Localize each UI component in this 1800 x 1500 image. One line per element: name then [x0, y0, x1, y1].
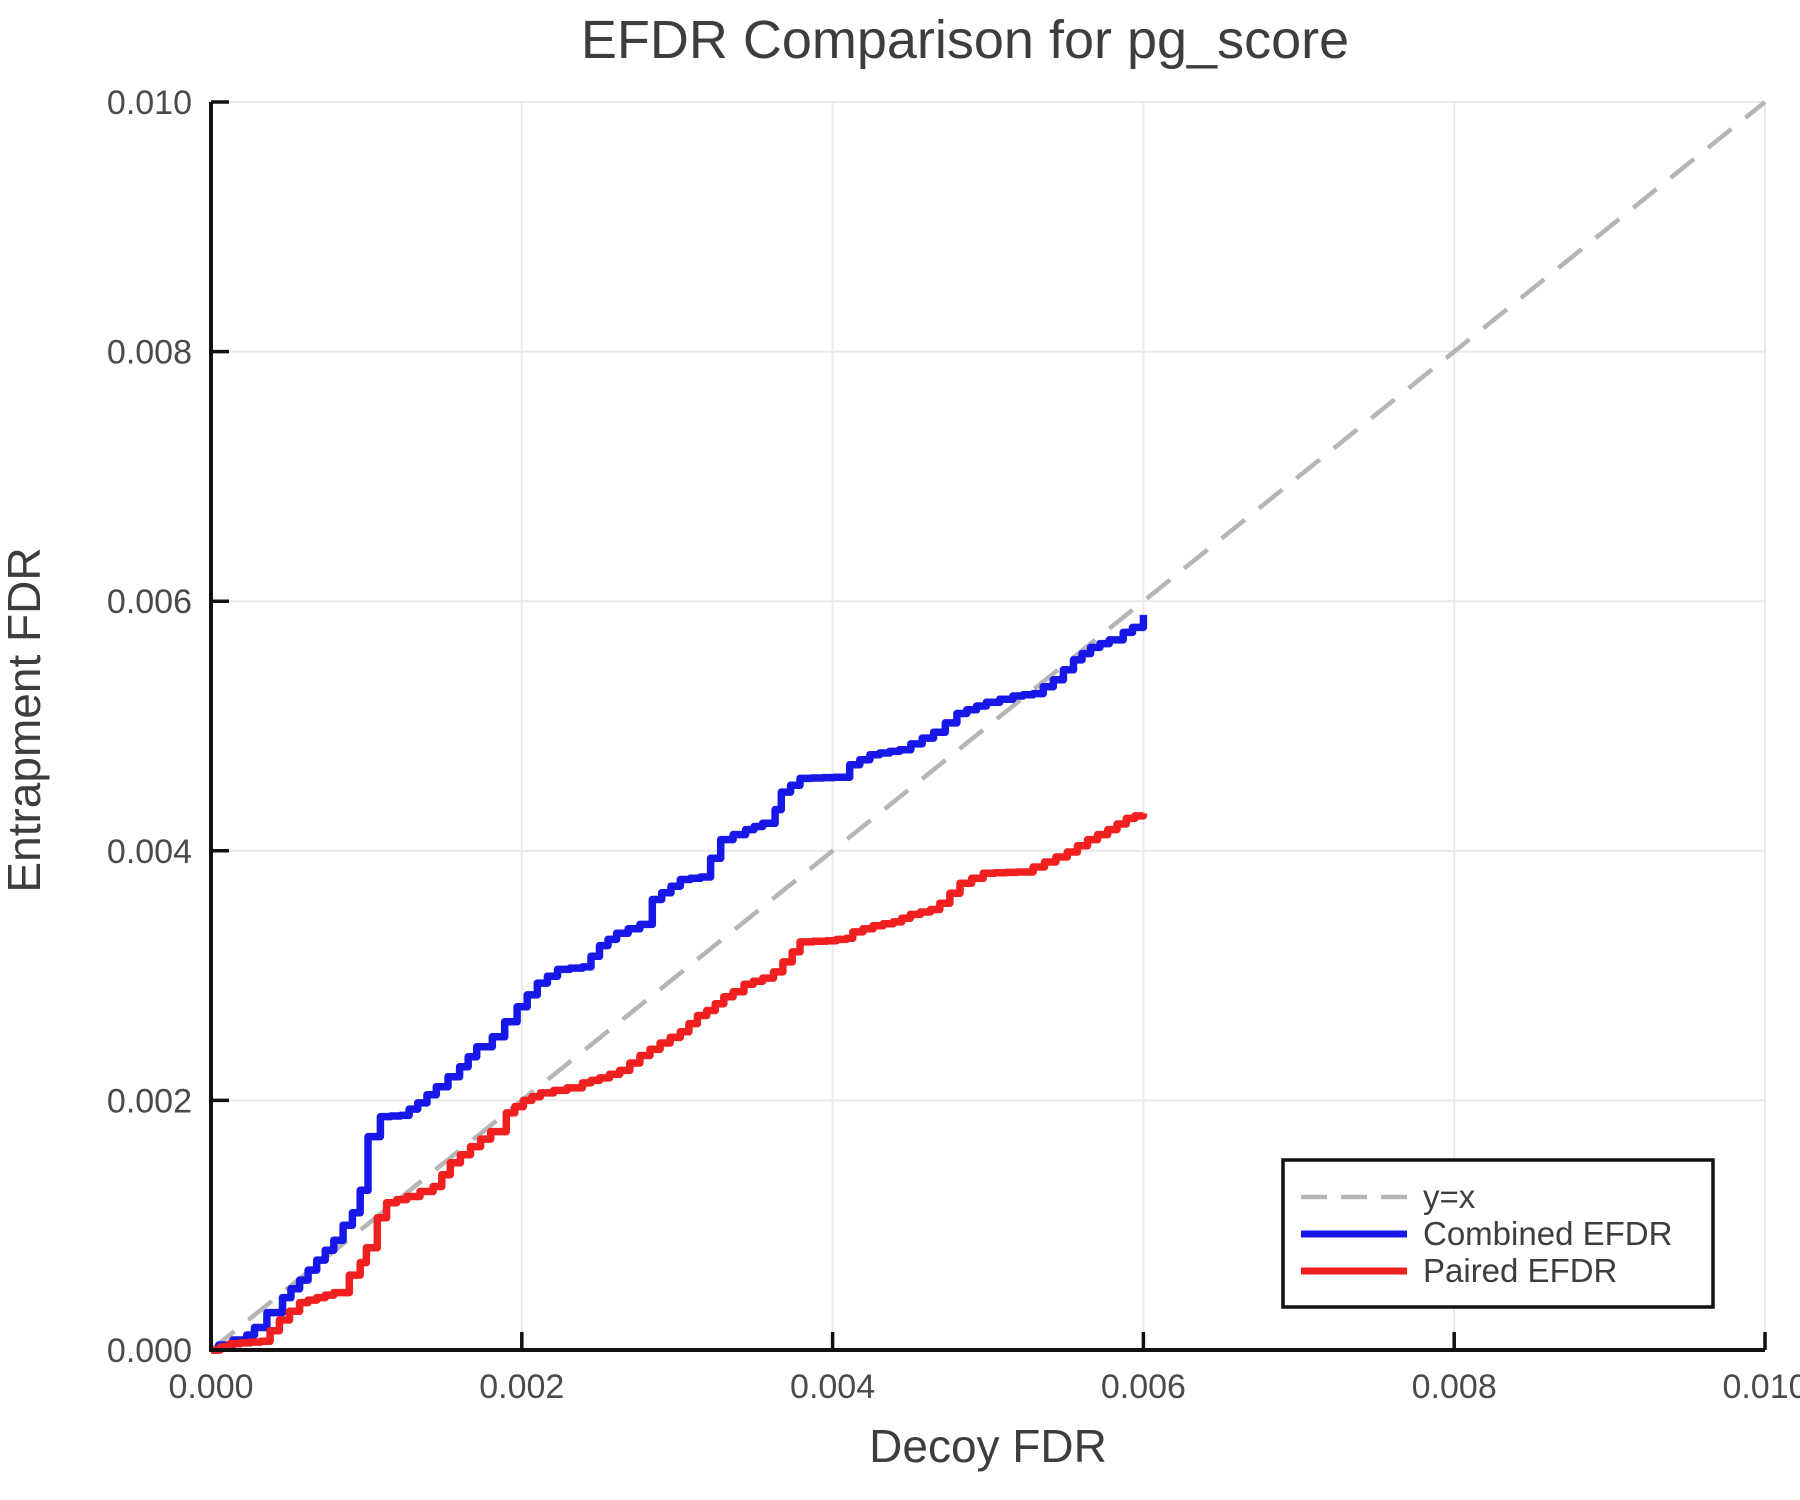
y-tick-label: 0.010 [107, 84, 192, 122]
y-tick-label: 0.008 [107, 334, 192, 372]
series-layer [209, 100, 1767, 1354]
tick-layer [209, 100, 1767, 1352]
legend-entry-combined: Combined EFDR [1301, 1215, 1672, 1252]
y-axis-label: Entrapment FDR [0, 547, 50, 892]
legend-entry-identity: y=x [1301, 1178, 1476, 1215]
x-tick-label: 0.002 [479, 1368, 564, 1406]
x-tick-label: 0.008 [1412, 1368, 1497, 1406]
legend-entry-paired: Paired EFDR [1301, 1252, 1617, 1289]
x-tick-label: 0.004 [790, 1368, 875, 1406]
legend-label-combined: Combined EFDR [1423, 1215, 1672, 1252]
y-tick-label: 0.006 [107, 583, 192, 621]
x-tick-label: 0.000 [168, 1368, 253, 1406]
y-tick-label: 0.002 [107, 1082, 192, 1120]
x-axis-label: Decoy FDR [869, 1420, 1107, 1472]
legend-label-identity: y=x [1423, 1178, 1476, 1215]
y-tick-label: 0.004 [107, 833, 192, 871]
identity-line [209, 100, 1767, 1352]
y-tick-label: 0.000 [107, 1332, 192, 1370]
grid-layer [211, 101, 1766, 1350]
combined-efdr-line [211, 614, 1148, 1354]
legend: y=x Combined EFDR Paired EFDR [1281, 1158, 1715, 1309]
x-tick-label: 0.010 [1722, 1368, 1800, 1406]
x-tick-label: 0.006 [1101, 1368, 1186, 1406]
axis-spines [209, 102, 1765, 1352]
tick-label-layer: 0.000 0.002 0.004 0.006 0.008 0.010 0.000 0.002… [107, 84, 1800, 1406]
chart-title: EFDR Comparison for pg_score [581, 10, 1349, 70]
paired-efdr-line [211, 812, 1148, 1354]
legend-label-paired: Paired EFDR [1423, 1252, 1617, 1289]
